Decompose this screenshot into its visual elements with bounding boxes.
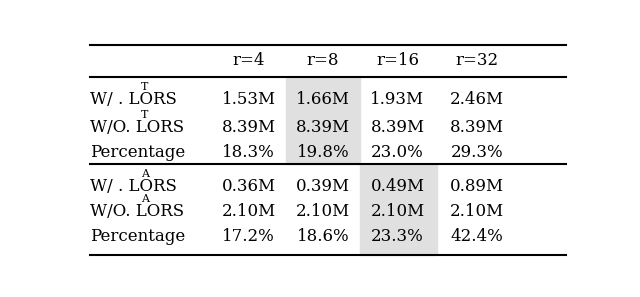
Bar (286, 77, 360, 164)
Text: 2.46M: 2.46M (450, 91, 504, 108)
Text: T: T (141, 110, 148, 119)
Text: r=4: r=4 (232, 52, 265, 69)
Bar (360, 164, 437, 255)
Text: 23.3%: 23.3% (371, 228, 424, 245)
Text: 8.39M: 8.39M (450, 119, 504, 136)
Text: W/O. LORS: W/O. LORS (90, 203, 184, 220)
Text: 2.10M: 2.10M (296, 203, 350, 220)
Text: 18.6%: 18.6% (297, 228, 349, 245)
Text: 2.10M: 2.10M (371, 203, 424, 220)
Text: 0.89M: 0.89M (450, 178, 504, 195)
Text: 0.39M: 0.39M (296, 178, 350, 195)
Text: 42.4%: 42.4% (451, 228, 503, 245)
Text: Percentage: Percentage (90, 144, 185, 161)
Text: 0.49M: 0.49M (371, 178, 424, 195)
Text: A: A (141, 169, 149, 179)
Text: 1.53M: 1.53M (221, 91, 276, 108)
Text: W/ . LORS: W/ . LORS (90, 91, 177, 108)
Text: 29.3%: 29.3% (451, 144, 503, 161)
Text: r=32: r=32 (455, 52, 499, 69)
Text: Percentage: Percentage (90, 228, 185, 245)
Text: r=8: r=8 (307, 52, 339, 69)
Text: A: A (141, 194, 149, 204)
Text: W/ . LORS: W/ . LORS (90, 178, 177, 195)
Text: 1.66M: 1.66M (296, 91, 350, 108)
Text: 18.3%: 18.3% (222, 144, 275, 161)
Text: W/O. LORS: W/O. LORS (90, 119, 184, 136)
Text: r=16: r=16 (376, 52, 419, 69)
Text: 19.8%: 19.8% (297, 144, 349, 161)
Text: 17.2%: 17.2% (222, 228, 275, 245)
Text: T: T (141, 82, 148, 92)
Text: 23.0%: 23.0% (371, 144, 424, 161)
Text: 8.39M: 8.39M (371, 119, 424, 136)
Text: 1.93M: 1.93M (371, 91, 424, 108)
Text: 2.10M: 2.10M (450, 203, 504, 220)
Text: 8.39M: 8.39M (296, 119, 350, 136)
Text: 0.36M: 0.36M (221, 178, 276, 195)
Text: 2.10M: 2.10M (221, 203, 276, 220)
Text: 8.39M: 8.39M (221, 119, 276, 136)
